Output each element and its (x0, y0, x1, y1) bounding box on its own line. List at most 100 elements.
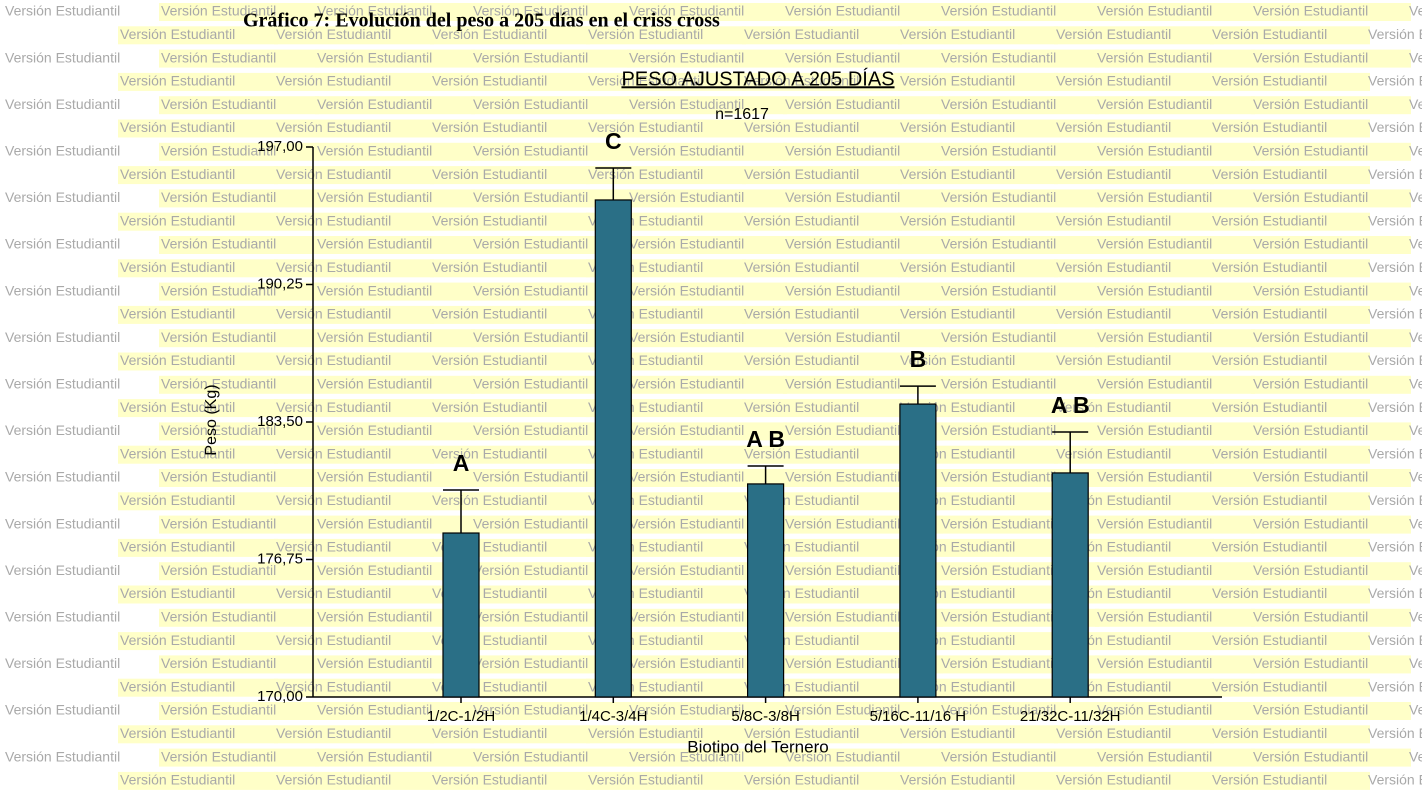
watermark: Versión Estudiantil (276, 26, 391, 42)
watermark-highlight (159, 189, 319, 208)
watermark-highlight (627, 469, 787, 487)
watermark-highlight (159, 515, 319, 534)
watermark: Versión Estudiantil (317, 236, 432, 252)
watermark-highlight (118, 352, 278, 371)
watermark: Versión Estudiantil (1253, 422, 1368, 438)
watermark-highlight (783, 142, 943, 161)
watermark-highlight (783, 49, 943, 68)
watermark-highlight (315, 49, 475, 68)
watermark: Versión Estudiantil (276, 212, 391, 228)
watermark-highlight (627, 282, 787, 301)
watermark-highlight (627, 96, 787, 115)
watermark: Versión Estudiantil (1409, 655, 1422, 671)
watermark-highlight (1251, 608, 1411, 627)
watermark: Versión Estudiantil (1212, 212, 1327, 228)
watermark-highlight (315, 236, 475, 254)
watermark-highlight (627, 329, 787, 348)
watermark-highlight (1054, 119, 1214, 138)
watermark-highlight (274, 212, 434, 231)
x-tick-label: 5/8C-3/8H (731, 708, 799, 725)
watermark: Versión Estudiantil (317, 655, 432, 671)
watermark: Versión Estudiantil (120, 119, 235, 135)
x-tick-label: 1/4C-3/4H (579, 708, 647, 725)
watermark: Versión Estudiantil (161, 702, 276, 718)
watermark: Versión Estudiantil (1097, 702, 1212, 718)
watermark-highlight (471, 608, 631, 627)
watermark-highlight (159, 655, 319, 674)
watermark: Versión Estudiantil (276, 352, 391, 368)
watermark-highlight (627, 748, 787, 767)
watermark-highlight (1210, 399, 1370, 418)
watermark: Versión Estudiantil (120, 539, 235, 555)
watermark-highlight (430, 72, 590, 91)
watermark-highlight (586, 725, 746, 744)
watermark-highlight (1054, 212, 1214, 231)
watermark-highlight (471, 49, 631, 68)
watermark-highlight (159, 375, 319, 394)
watermark-highlight (471, 236, 631, 254)
watermark: Versión Estudiantil (473, 189, 588, 205)
watermark: Versión Estudiantil (1056, 725, 1171, 741)
watermark: Versión Estudiantil (276, 539, 391, 555)
watermark: Versión Estudiantil (1212, 119, 1327, 135)
watermark-highlight (1210, 538, 1370, 557)
watermark: Versión Estudiantil (473, 469, 588, 485)
watermark: Versión Estudiantil (588, 166, 703, 182)
watermark-highlight (1210, 26, 1370, 45)
watermark-highlight (430, 305, 590, 324)
watermark-layer: Versión Estudiantil Versión Estudiantil Ve… (5, 3, 1422, 790)
watermark: Versión Estudiantil (1368, 259, 1422, 275)
watermark-highlight (471, 282, 631, 301)
watermark: Versión Estudiantil (1056, 119, 1171, 135)
chart-subtitle: n=1617 (715, 106, 769, 123)
x-axis-label: Biotipo del Ternero (687, 737, 828, 756)
watermark: Versión Estudiantil (1253, 143, 1368, 159)
watermark: Versión Estudiantil (120, 678, 235, 694)
watermark-highlight (939, 748, 1099, 767)
watermark: Versión Estudiantil (785, 655, 900, 671)
watermark: Versión Estudiantil (5, 3, 120, 19)
watermark: Versión Estudiantil (120, 585, 235, 601)
watermark-highlight (315, 329, 475, 348)
watermark: Versión Estudiantil (120, 73, 235, 89)
watermark-highlight (430, 166, 590, 185)
watermark-highlight (430, 352, 590, 371)
watermark: Versión Estudiantil (161, 515, 276, 531)
watermark: Versión Estudiantil (432, 492, 547, 508)
watermark: Versión Estudiantil (1253, 49, 1368, 65)
y-tick-label: 183,50 (257, 413, 303, 430)
watermark-highlight (159, 142, 319, 161)
watermark: Versión Estudiantil (744, 352, 859, 368)
watermark-highlight (1210, 352, 1370, 371)
watermark: Versión Estudiantil (941, 329, 1056, 345)
watermark-highlight (471, 96, 631, 115)
watermark-highlight (898, 352, 1058, 371)
watermark: Versión Estudiantil (1056, 445, 1171, 461)
watermark: Versión Estudiantil (473, 609, 588, 625)
watermark-highlight (159, 422, 319, 441)
watermark-highlight (1251, 515, 1411, 534)
watermark: Versión Estudiantil (317, 96, 432, 112)
watermark: Versión Estudiantil (1056, 399, 1171, 415)
watermark-highlight (1054, 725, 1214, 744)
watermark: Versión Estudiantil (1097, 469, 1212, 485)
watermark: Versión Estudiantil (276, 632, 391, 648)
watermark-highlight (159, 49, 319, 68)
watermark: Versión Estudiantil (900, 73, 1015, 89)
watermark: Versión Estudiantil (276, 725, 391, 741)
watermark: Versión Estudiantil (1368, 539, 1422, 555)
y-tick-label: 170,00 (257, 688, 303, 705)
watermark: Versión Estudiantil (161, 422, 276, 438)
watermark: Versión Estudiantil (1409, 3, 1422, 19)
watermark: Versión Estudiantil (161, 143, 276, 159)
watermark: Versión Estudiantil (785, 282, 900, 298)
significance-letter: A (453, 450, 470, 476)
watermark-highlight (274, 399, 434, 418)
watermark-highlight (939, 142, 1099, 161)
watermark-highlight (430, 259, 590, 278)
watermark-highlight (1054, 26, 1214, 45)
watermark: Versión Estudiantil (120, 632, 235, 648)
significance-letter: B (910, 346, 927, 372)
watermark: Versión Estudiantil (161, 376, 276, 392)
bar (442, 532, 480, 698)
